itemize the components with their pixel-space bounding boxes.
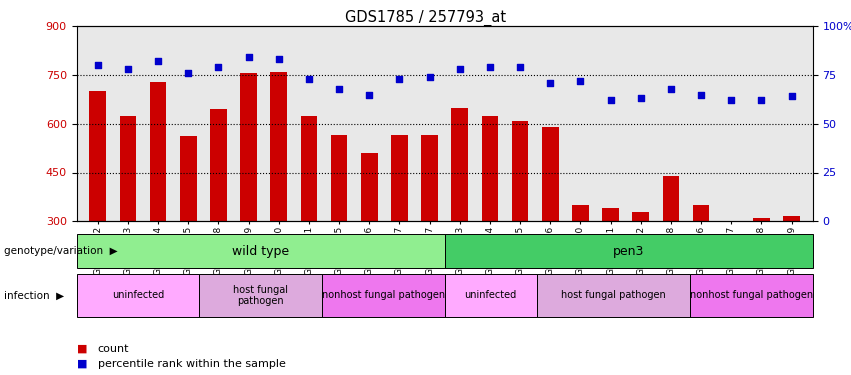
Text: uninfected: uninfected [465, 290, 517, 300]
FancyBboxPatch shape [199, 274, 322, 317]
Point [121, 66, 134, 72]
Text: uninfected: uninfected [111, 290, 164, 300]
Text: percentile rank within the sample: percentile rank within the sample [98, 359, 286, 369]
Bar [331, 135, 347, 221]
Point [363, 92, 376, 98]
Bar [300, 116, 317, 221]
Point [212, 64, 226, 70]
FancyBboxPatch shape [444, 234, 813, 268]
Point [332, 86, 346, 92]
Bar [210, 109, 226, 221]
Point [151, 58, 165, 64]
Text: ■: ■ [77, 344, 87, 354]
Text: wild type: wild type [232, 245, 289, 258]
FancyBboxPatch shape [77, 234, 444, 268]
Bar [693, 205, 710, 221]
Point [755, 98, 768, 104]
FancyBboxPatch shape [537, 274, 690, 317]
Bar [150, 81, 166, 221]
Point [392, 76, 406, 82]
Text: nonhost fungal pathogen: nonhost fungal pathogen [690, 290, 813, 300]
Bar [180, 136, 197, 221]
Text: count: count [98, 344, 129, 354]
FancyBboxPatch shape [77, 274, 199, 317]
Bar [451, 108, 468, 221]
Point [574, 78, 587, 84]
Bar [482, 116, 498, 221]
Point [513, 64, 527, 70]
Point [694, 92, 708, 98]
Bar [391, 135, 408, 221]
Bar [663, 176, 679, 221]
Point [423, 74, 437, 80]
Point [91, 62, 105, 68]
Bar [120, 116, 136, 221]
Text: nonhost fungal pathogen: nonhost fungal pathogen [322, 290, 445, 300]
Bar [632, 211, 649, 221]
FancyBboxPatch shape [322, 274, 444, 317]
Point [664, 86, 677, 92]
Text: ■: ■ [77, 359, 87, 369]
Bar [89, 91, 106, 221]
Point [242, 54, 255, 60]
Bar [542, 127, 558, 221]
Bar [603, 208, 619, 221]
FancyBboxPatch shape [444, 274, 537, 317]
Bar [783, 216, 800, 221]
Point [272, 56, 286, 62]
Point [785, 93, 798, 99]
Bar [753, 218, 769, 221]
Bar [361, 153, 378, 221]
Text: GDS1785 / 257793_at: GDS1785 / 257793_at [345, 9, 506, 26]
Bar [511, 120, 528, 221]
Bar [572, 205, 589, 221]
Text: host fungal pathogen: host fungal pathogen [561, 290, 665, 300]
Text: infection  ▶: infection ▶ [4, 290, 65, 300]
Point [724, 98, 738, 104]
Text: pen3: pen3 [613, 245, 644, 258]
Bar [240, 74, 257, 221]
Point [603, 98, 617, 104]
Text: genotype/variation  ▶: genotype/variation ▶ [4, 246, 118, 256]
Bar [421, 135, 438, 221]
Point [181, 70, 195, 76]
Point [453, 66, 466, 72]
Bar [723, 221, 740, 226]
Point [544, 80, 557, 86]
Point [302, 76, 316, 82]
FancyBboxPatch shape [690, 274, 813, 317]
Point [634, 95, 648, 101]
Bar [271, 72, 287, 221]
Text: host fungal
pathogen: host fungal pathogen [233, 285, 288, 306]
Point [483, 64, 497, 70]
